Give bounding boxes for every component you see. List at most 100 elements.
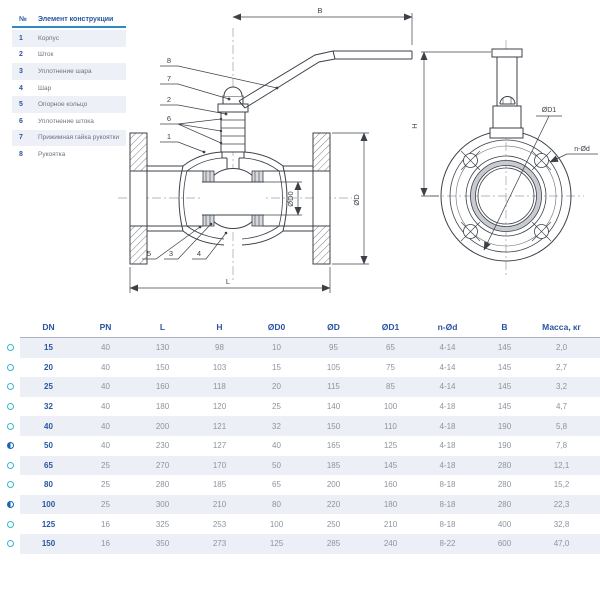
table-body: 15 40 130 98 10 95 65 4-14 145 2,0 20 40 150 103 15 105…: [0, 338, 600, 554]
legend-item-name: Корпус: [38, 34, 59, 42]
parts-legend: № Элемент конструкции 1 Корпус 2 Шток 3 Уплот…: [12, 12, 126, 163]
callout-8: 8: [167, 56, 171, 65]
dn-value: 20: [44, 362, 53, 372]
table-cell: 230: [155, 441, 170, 451]
table-cell: 40: [101, 402, 110, 412]
table-row: 125 16 325 253 100 250 210 8-18 400 32,8: [0, 514, 600, 534]
stem-gland: [217, 86, 249, 153]
table-cell: 130: [155, 343, 170, 353]
table-cell: 600: [497, 539, 512, 549]
table-row-cells: 20 40 150 103 15 105 75 4-14 145 2,7: [20, 358, 600, 378]
table-cell: 8-22: [439, 539, 456, 549]
table-cell: 300: [155, 500, 170, 510]
table-cell: 4-18: [439, 441, 456, 451]
table-cell: 32,8: [553, 519, 570, 529]
dn-value: 32: [44, 402, 53, 412]
dn-value: 40: [44, 421, 53, 431]
flange-left: [129, 132, 148, 265]
table-cell: 32: [272, 421, 281, 431]
table-cell: 325: [155, 519, 170, 529]
table-cell: 4-14: [439, 362, 456, 372]
circle-outline-icon: [0, 358, 20, 378]
part-callout-labels: 8 7 2 6 1 5 3 4: [147, 56, 201, 258]
table-cell: 350: [155, 539, 170, 549]
table-row: 32 40 180 120 25 140 100 4-18 145 4,7: [0, 397, 600, 417]
table-cell: 280: [155, 480, 170, 490]
table-cell: 190: [497, 421, 512, 431]
table-cell: 160: [155, 382, 170, 392]
valve-front-view: [440, 48, 572, 262]
table-cell: 121: [212, 421, 227, 431]
table-cell: 16: [101, 539, 110, 549]
table-cell: 180: [383, 500, 398, 510]
table-cell: 40: [101, 421, 110, 431]
table-cell: 4-18: [439, 421, 456, 431]
legend-item: 3 Уплотнение шара: [12, 63, 126, 80]
column-header-1: PN: [99, 322, 112, 332]
table-cell: 210: [212, 500, 227, 510]
callout-3: 3: [169, 249, 173, 258]
table-cell: 190: [497, 441, 512, 451]
table-cell: 22,3: [553, 500, 570, 510]
table-cell: 400: [497, 519, 512, 529]
part-callouts: [142, 65, 279, 260]
table-cell: 220: [326, 500, 341, 510]
table-cell: 115: [327, 382, 340, 392]
dim-l-label: L: [226, 277, 230, 286]
table-cell: 10: [272, 343, 281, 353]
table-row: 25 40 160 118 20 115 85 4-14 145 3,2: [0, 377, 600, 397]
legend-item-name: Уплотнение шара: [38, 67, 92, 75]
legend-item-number: 5: [19, 101, 23, 109]
table-cell: 4-14: [439, 382, 456, 392]
table-cell: 5,8: [555, 421, 568, 431]
legend-rows: 1 Корпус 2 Шток 3 Уплотнение шара 4 Шар 5 Опорное…: [12, 30, 126, 163]
table-cell: 100: [383, 402, 398, 412]
table-cell: 145: [383, 460, 398, 470]
circle-outline-icon: [0, 534, 20, 554]
table-cell: 65: [272, 480, 281, 490]
table-cell: 145: [497, 382, 512, 392]
legend-header: № Элемент конструкции: [12, 12, 126, 26]
table-cell: 98: [215, 343, 224, 353]
callout-6: 6: [167, 114, 171, 123]
table-cell: 280: [497, 500, 512, 510]
table-cell: 200: [155, 421, 170, 431]
callout-4: 4: [197, 249, 201, 258]
dn-value: 25: [44, 382, 53, 392]
table-cell: 170: [212, 460, 227, 470]
table-cell: 2,7: [555, 362, 568, 372]
circle-outline-icon: [0, 514, 20, 534]
table-row-cells: 65 25 270 170 50 185 145 4-18 280 12,1: [20, 455, 600, 476]
table-cell: 270: [155, 460, 170, 470]
table-cell: 120: [212, 402, 227, 412]
table-cell: 105: [326, 362, 341, 372]
legend-item: 7 Прижимная гайка рукоятки: [12, 129, 126, 147]
table-cell: 15,2: [553, 480, 570, 490]
table-cell: 210: [383, 519, 398, 529]
circle-half-filled-icon: [0, 436, 20, 456]
legend-header-name: Элемент конструкции: [38, 15, 114, 23]
table-cell: 7,8: [555, 441, 568, 451]
table-cell: 145: [497, 343, 512, 353]
table-row: 20 40 150 103 15 105 75 4-14 145 2,7: [0, 358, 600, 378]
legend-item: 4 Шар: [12, 80, 126, 97]
table-row-cells: 125 16 325 253 100 250 210 8-18 400 32,8: [20, 514, 600, 534]
table-cell: 4-18: [439, 460, 456, 470]
table-cell: 273: [212, 539, 227, 549]
table-row: 15 40 130 98 10 95 65 4-14 145 2,0: [0, 338, 600, 358]
table-row-cells: 32 40 180 120 25 140 100 4-18 145 4,7: [20, 397, 600, 417]
table-cell: 4-14: [439, 343, 456, 353]
table-cell: 75: [386, 362, 395, 372]
dn-value: 80: [44, 480, 53, 490]
table-row: 65 25 270 170 50 185 145 4-18 280 12,1: [0, 455, 600, 476]
table-cell: 8-18: [439, 500, 456, 510]
table-cell: 8-18: [439, 519, 456, 529]
table-cell: 95: [329, 343, 338, 353]
table-cell: 40: [101, 362, 110, 372]
legend-item-number: 4: [19, 84, 23, 92]
icon-column-spacer: [0, 317, 20, 338]
table-row-cells: 15 40 130 98 10 95 65 4-14 145 2,0: [20, 338, 600, 358]
table-cell: 40: [272, 441, 281, 451]
table-row: 80 25 280 185 65 200 160 8-18 280 15,2: [0, 475, 600, 495]
dn-value: 150: [41, 539, 56, 549]
